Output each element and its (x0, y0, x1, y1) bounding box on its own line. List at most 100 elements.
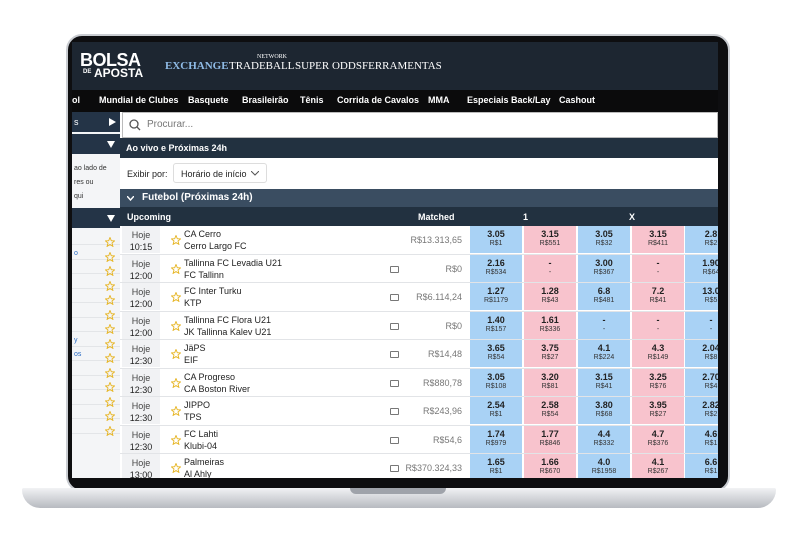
favorite-star[interactable] (104, 279, 116, 293)
favorite-star[interactable] (170, 376, 182, 390)
sidebar-link[interactable]: y (74, 336, 78, 344)
odds-cell[interactable]: 2.54 R$1 (470, 397, 522, 424)
favorite-star[interactable] (170, 462, 182, 475)
favorite-star[interactable] (104, 410, 116, 423)
menu-item[interactable]: Basquete (188, 95, 229, 105)
odds-cell[interactable]: 3.05 R$1 (470, 226, 522, 253)
odds-cell[interactable]: 3.65 R$54 (470, 340, 522, 367)
odds-cell[interactable]: 2.82 R$2 (685, 397, 718, 424)
odds-cell[interactable]: 4.7 R$376 (632, 425, 684, 453)
menu-item[interactable]: Brasileirão (242, 95, 289, 105)
odds-cell[interactable]: 4.0 R$1958 (578, 454, 630, 478)
odds-cell[interactable]: 4.1 R$267 (632, 454, 684, 478)
home-team[interactable]: Tallinna FC Levadia U21 (184, 257, 283, 268)
odds-cell[interactable]: 3.15 R$551 (524, 226, 576, 253)
group-bar[interactable]: Futebol (Próximas 24h) (120, 189, 718, 207)
odds-cell[interactable]: 6.6 R$1 (685, 454, 718, 478)
odds-cell[interactable]: 3.95 R$27 (632, 397, 684, 424)
odds-cell[interactable]: 3.15 R$41 (578, 368, 630, 396)
odds-cell[interactable]: 1.74 R$979 (470, 425, 522, 453)
sidebar-link[interactable]: o (74, 249, 78, 257)
home-team[interactable]: Tallinna FC Flora U21 (184, 314, 272, 325)
event-row[interactable]: Hoje 12:30 JäPS EIF R$14,48 3.65 R$54 3.75 R$27 4… (120, 340, 718, 369)
odds-cell[interactable]: 2.70 R$4 (685, 368, 718, 396)
event-row[interactable]: Hoje 12:00 Tallinna FC Levadia U21 FC Talli… (120, 254, 718, 283)
home-team[interactable]: CA Cerro (184, 229, 222, 239)
favorite-star[interactable] (170, 291, 182, 304)
odds-cell[interactable]: -- (632, 254, 684, 282)
away-team[interactable]: Klubi-04 (184, 440, 218, 451)
odds-cell[interactable]: 1.66 R$670 (524, 454, 576, 478)
odds-cell[interactable]: 3.75 R$27 (524, 340, 576, 367)
away-team[interactable]: EIF (184, 355, 199, 365)
home-team[interactable]: CA Progreso (184, 371, 236, 382)
event-row[interactable]: Hoje 12:30 CA Progreso CA Boston River R$880… (120, 368, 718, 397)
sort-dropdown[interactable]: Horário de início (173, 163, 267, 183)
favorite-star[interactable] (104, 308, 116, 322)
favorite-star[interactable] (170, 319, 182, 333)
odds-cell[interactable]: 6.8 R$481 (578, 283, 630, 310)
logo[interactable]: BOLSA (80, 50, 141, 70)
menu-item[interactable]: Mundial de Clubes (99, 95, 179, 105)
away-team[interactable]: TPS (184, 412, 202, 422)
odds-cell[interactable]: -- (632, 311, 684, 339)
event-row[interactable]: Hoje 12:30 FC Lahti Klubi-04 R$54,6 1.74 R$979… (120, 425, 718, 454)
odds-cell[interactable]: 3.00 R$367 (578, 254, 630, 282)
menu-item[interactable]: ol (72, 95, 80, 105)
odds-cell[interactable]: 3.20 R$81 (524, 368, 576, 396)
odds-cell[interactable]: 4.1 R$224 (578, 340, 630, 367)
odds-cell[interactable]: 4.3 R$149 (632, 340, 684, 367)
favorite-star[interactable] (104, 366, 116, 380)
favorite-star[interactable] (104, 265, 116, 278)
favorite-star[interactable] (104, 352, 116, 365)
odds-cell[interactable]: 1.27 R$1179 (470, 283, 522, 310)
away-team[interactable]: JK Tallinna Kalev U21 (184, 326, 272, 337)
odds-cell[interactable]: 1.65 R$1 (470, 454, 522, 478)
odds-cell[interactable]: 2.8 R$2 (685, 226, 718, 253)
nav-link[interactable]: SUPER ODDS (295, 60, 362, 72)
odds-cell[interactable]: 1.90 R$64 (685, 254, 718, 282)
event-row[interactable]: Hoje 12:30 JIPPO TPS R$243,96 2.54 R$1 2.58 R$54… (120, 397, 718, 426)
odds-cell[interactable]: -- (578, 311, 630, 339)
favorite-star[interactable] (170, 348, 182, 361)
odds-cell[interactable]: 1.77 R$846 (524, 425, 576, 453)
home-team[interactable]: JIPPO (184, 400, 211, 410)
home-team[interactable]: JäPS (184, 343, 206, 353)
favorite-star[interactable] (104, 323, 116, 336)
odds-cell[interactable]: 3.05 R$108 (470, 368, 522, 396)
menu-item[interactable]: Tênis (300, 95, 324, 105)
favorite-star[interactable] (104, 250, 116, 264)
event-row[interactable]: Hoje 12:00 Tallinna FC Flora U21 JK Tallinn… (120, 311, 718, 340)
sidebar-row[interactable] (72, 208, 120, 228)
menu-item[interactable]: Corrida de Cavalos (337, 95, 420, 105)
favorite-star[interactable] (104, 294, 116, 307)
sidebar-row[interactable]: s (72, 112, 120, 132)
odds-cell[interactable]: 2.04 R$8 (685, 340, 718, 367)
odds-cell[interactable]: 2.58 R$54 (524, 397, 576, 424)
nav-link[interactable]: TRADEBALL (229, 60, 295, 72)
favorite-star[interactable] (104, 424, 116, 438)
event-row[interactable]: Hoje 13:00 Palmeiras Al Ahly R$370.324,33 1.6… (120, 454, 718, 478)
odds-cell[interactable]: -- (524, 254, 576, 282)
odds-cell[interactable]: 1.28 R$43 (524, 283, 576, 310)
odds-cell[interactable]: 1.40 R$157 (470, 311, 522, 339)
favorite-star[interactable] (104, 337, 116, 351)
away-team[interactable]: CA Boston River (184, 383, 251, 394)
menu-item[interactable]: Especiais Back/Lay (467, 95, 551, 105)
odds-cell[interactable]: -- (685, 311, 718, 339)
nav-link[interactable]: EXCHANGE (165, 60, 229, 72)
odds-cell[interactable]: 2.16 R$534 (470, 254, 522, 282)
home-team[interactable]: Palmeiras (184, 457, 225, 467)
event-row[interactable]: Hoje 10:15 CA Cerro Cerro Largo FC R$13.313,… (120, 226, 718, 255)
nav-link[interactable]: FERRAMENTAS (362, 60, 442, 72)
menu-item[interactable]: MMA (428, 95, 450, 105)
favorite-star[interactable] (170, 405, 182, 418)
away-team[interactable]: FC Tallinn (184, 269, 224, 280)
odds-cell[interactable]: 1.61 R$336 (524, 311, 576, 339)
odds-cell[interactable]: 3.80 R$68 (578, 397, 630, 424)
home-team[interactable]: FC Inter Turku (184, 286, 242, 296)
odds-cell[interactable]: 3.25 R$76 (632, 368, 684, 396)
odds-cell[interactable]: 13.0 R$5 (685, 283, 718, 310)
home-team[interactable]: FC Lahti (184, 428, 219, 439)
sidebar-link[interactable]: os (74, 351, 82, 358)
